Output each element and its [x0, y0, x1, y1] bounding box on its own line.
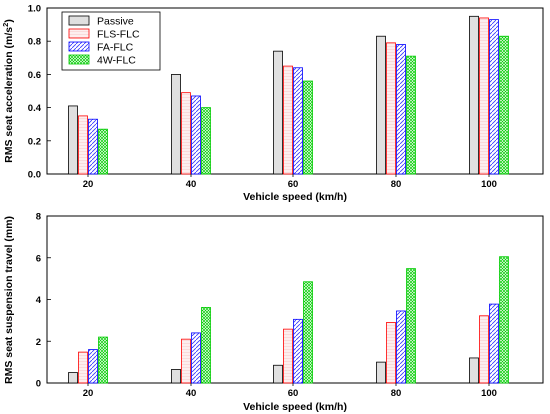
bar-4w-flc-100 [499, 35, 509, 175]
legend-label-fls-flc: FLS-FLC [97, 29, 140, 41]
y-tick-label: 1.0 [28, 4, 41, 15]
bar-passive-20 [68, 105, 78, 175]
bar-fa-flc-20 [88, 349, 98, 384]
bar-fls-flc-80 [386, 322, 396, 384]
bar-4w-flc-20 [98, 128, 108, 175]
x-tick-label: 40 [186, 388, 197, 399]
legend: Passive FLS-FLC FA-FLC 4W-FLC [61, 11, 161, 71]
x-axis-label-travel: Vehicle speed (km/h) [243, 401, 347, 413]
y-tick-label: 0.0 [28, 170, 41, 181]
x-tick-label: 60 [288, 179, 299, 190]
legend-swatch-passive [68, 15, 90, 26]
legend-label-passive: Passive [97, 16, 134, 28]
x-tick-label: 20 [83, 179, 94, 190]
bar-fa-flc-100 [489, 19, 499, 175]
bar-passive-60 [273, 50, 283, 175]
legend-label-4w-flc: 4W-FLC [97, 55, 136, 67]
x-axis-label-acceleration: Vehicle speed (km/h) [243, 191, 347, 203]
bar-4w-flc-80 [406, 268, 416, 384]
bar-fls-flc-100 [479, 17, 489, 175]
legend-swatch-fa-flc [68, 41, 90, 52]
y-tick-label: 0.6 [28, 70, 41, 81]
bar-passive-20 [68, 372, 78, 384]
x-tick-label: 80 [391, 388, 402, 399]
y-tick-label: 8 [36, 212, 41, 223]
legend-swatch-4w-flc [68, 54, 90, 65]
bar-fls-flc-60 [283, 65, 293, 175]
bar-fls-flc-60 [283, 328, 293, 384]
y-tick-label: 0.4 [28, 103, 42, 114]
y-ticks-acceleration: 0.0 0.2 0.4 0.6 0.8 1.0 [28, 4, 51, 181]
x-tick-label: 20 [83, 388, 94, 399]
y-axis-label-acceleration: RMS seat acceleration (m/s2) [1, 19, 15, 163]
y-tick-label: 0.2 [28, 136, 41, 147]
bar-passive-80 [376, 35, 386, 175]
bars-travel [68, 256, 509, 384]
x-tick-label: 80 [391, 179, 402, 190]
bar-fa-flc-20 [88, 118, 98, 175]
y-tick-label: 2 [36, 337, 41, 348]
bar-fa-flc-60 [293, 318, 303, 384]
y-tick-label: 0 [36, 379, 41, 390]
bar-passive-100 [469, 15, 479, 175]
bar-passive-80 [376, 361, 386, 384]
bar-passive-60 [273, 364, 283, 384]
bar-fa-flc-40 [191, 95, 201, 175]
bar-4w-flc-100 [499, 256, 509, 384]
bar-fls-flc-80 [386, 42, 396, 175]
bars-acceleration [68, 15, 509, 175]
bar-passive-40 [171, 369, 181, 384]
bar-fa-flc-100 [489, 303, 499, 384]
bar-passive-100 [469, 357, 479, 384]
bar-4w-flc-40 [201, 107, 211, 175]
bar-4w-flc-80 [406, 55, 416, 175]
bar-fls-flc-40 [181, 92, 191, 175]
chart-travel: 0 2 4 6 8 20 40 60 80 100 Vehicle speed (km/h) R… [3, 212, 544, 413]
y-axis-label-superscript: 2 [1, 23, 10, 27]
bar-fa-flc-80 [396, 310, 406, 384]
bar-fa-flc-80 [396, 44, 406, 175]
bar-fls-flc-100 [479, 315, 489, 384]
y-tick-label: 6 [36, 253, 41, 264]
bar-4w-flc-60 [303, 80, 313, 175]
bar-fa-flc-60 [293, 67, 303, 175]
x-tick-label: 40 [186, 179, 197, 190]
y-ticks-travel: 0 2 4 6 8 [36, 212, 51, 390]
x-tick-label: 100 [481, 388, 497, 399]
bar-fls-flc-20 [78, 351, 88, 384]
y-tick-label: 4 [36, 295, 42, 306]
legend-label-fa-flc: FA-FLC [97, 42, 134, 54]
y-axis-label-travel: RMS seat suspension travel (mm) [3, 216, 15, 384]
bar-fa-flc-40 [191, 332, 201, 384]
legend-swatch-fls-flc [68, 28, 90, 39]
x-tick-label: 100 [481, 179, 497, 190]
bar-4w-flc-40 [201, 307, 211, 384]
x-ticks-travel: 20 40 60 80 100 [83, 383, 497, 399]
y-tick-label: 0.8 [28, 37, 41, 48]
bar-passive-40 [171, 74, 181, 175]
bar-fls-flc-40 [181, 338, 191, 384]
x-tick-label: 60 [288, 388, 299, 399]
chart-acceleration: 0.0 0.2 0.4 0.6 0.8 1.0 20 40 60 80 100 Vehicle s… [1, 4, 544, 203]
bar-4w-flc-60 [303, 281, 313, 384]
bar-4w-flc-20 [98, 336, 108, 384]
x-ticks-acceleration: 20 40 60 80 100 [83, 174, 497, 190]
bar-fls-flc-20 [78, 115, 88, 175]
